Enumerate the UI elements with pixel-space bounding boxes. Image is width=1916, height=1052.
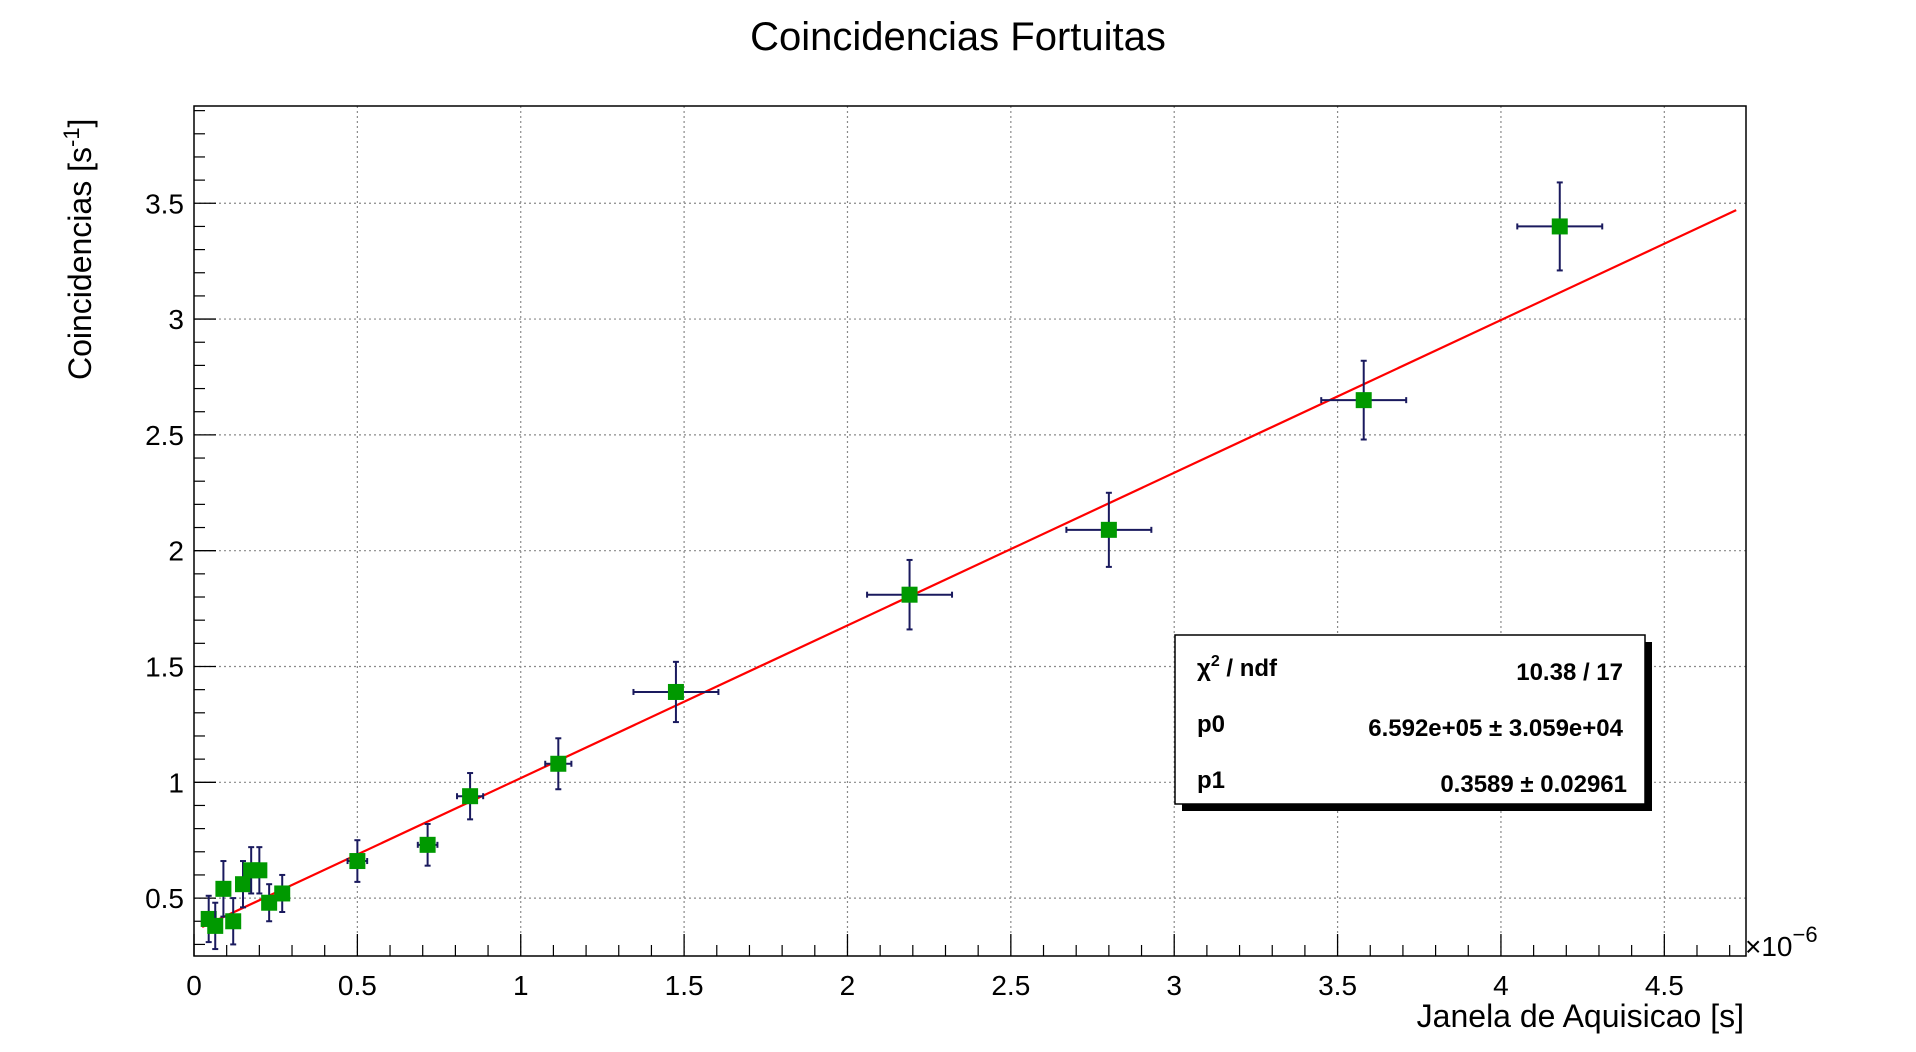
x-tick-label: 0 — [186, 970, 202, 1001]
point-marker — [1551, 218, 1568, 235]
point-marker — [462, 788, 479, 805]
y-axis-title: Coincidencias [s-1] — [59, 119, 98, 380]
stats-p0-label: p0 — [1197, 711, 1225, 738]
svg-text:×10−6: ×10−6 — [1745, 922, 1818, 962]
grid — [194, 106, 1746, 956]
fit-line-group — [201, 209, 1737, 928]
axis-ticks — [193, 110, 1731, 956]
point-marker — [251, 862, 268, 879]
point-marker — [901, 586, 918, 603]
x-tick-label: 2 — [840, 970, 856, 1001]
stats-chi2-label: χ2 / ndf — [1197, 653, 1278, 682]
x-exponent-power: −6 — [1793, 922, 1818, 947]
x-tick-label: 1 — [513, 970, 529, 1001]
data-point — [215, 860, 232, 918]
x-exponent-base: ×10 — [1745, 931, 1793, 962]
y-tick-label: 3.5 — [145, 188, 184, 219]
data-point — [207, 901, 224, 951]
data-point — [632, 660, 720, 724]
x-tick-labels: 0 0.5 1 1.5 2 2.5 3 3.5 4 4.5 — [186, 970, 1684, 1001]
y-axis-title-main: Coincidencias [s — [62, 147, 98, 380]
y-tick-label: 1.5 — [145, 651, 184, 682]
x-axis-title: Janela de Aquisicao [s] — [1417, 998, 1744, 1034]
x-tick-label: 4 — [1493, 970, 1509, 1001]
x-tick-label: 0.5 — [338, 970, 377, 1001]
y-tick-labels: 0.5 1 1.5 2 2.5 3 3.5 — [145, 188, 184, 914]
point-marker — [419, 836, 436, 853]
point-marker — [261, 894, 278, 911]
data-point — [251, 846, 268, 895]
x-tick-label: 3.5 — [1318, 970, 1357, 1001]
stats-p0-value: 6.592e+05 ± 3.059e+04 — [1368, 715, 1623, 742]
y-axis-title-sup: -1 — [59, 127, 84, 147]
data-point — [544, 737, 573, 791]
stats-box-panel — [1174, 634, 1646, 805]
y-tick-label: 3 — [168, 304, 184, 335]
x-tick-label: 1.5 — [665, 970, 704, 1001]
point-marker — [1355, 392, 1372, 409]
data-point — [235, 860, 252, 909]
point-marker — [274, 885, 291, 902]
stats-p1-label: p1 — [1197, 767, 1225, 794]
x-tick-label: 3 — [1166, 970, 1182, 1001]
data-point — [346, 839, 369, 883]
x-tick-label: 2.5 — [991, 970, 1030, 1001]
stats-chi2-value: 10.38 / 17 — [1516, 659, 1623, 686]
stats-box: χ2 / ndf 10.38 / 17 p0 6.592e+05 ± 3.059… — [1174, 634, 1652, 811]
chart-title: Coincidencias Fortuitas — [750, 15, 1166, 59]
x-exponent: ×10−6 — [1745, 922, 1818, 962]
y-tick-label: 2 — [168, 536, 184, 567]
data-point — [866, 558, 954, 631]
fit-line — [201, 209, 1737, 928]
data-point — [1320, 359, 1408, 441]
point-marker — [215, 880, 232, 897]
y-tick-label: 2.5 — [145, 420, 184, 451]
y-tick-label: 1 — [168, 767, 184, 798]
point-marker — [1100, 521, 1117, 538]
stats-p1-value: 0.3589 ± 0.02961 — [1440, 771, 1627, 798]
data-point — [1516, 181, 1604, 272]
data-points — [200, 181, 1604, 951]
y-axis-title-close: ] — [62, 119, 98, 128]
point-marker — [349, 853, 366, 870]
point-marker — [235, 876, 252, 893]
point-marker — [225, 913, 242, 930]
data-point — [416, 822, 439, 867]
point-marker — [207, 917, 224, 934]
svg-text:Coincidencias [s-1]: Coincidencias [s-1] — [59, 119, 98, 380]
data-point — [261, 883, 278, 923]
plot-frame — [193, 105, 1747, 957]
point-marker — [550, 755, 567, 772]
data-point — [456, 772, 485, 821]
y-tick-label: 0.5 — [145, 883, 184, 914]
data-point — [225, 897, 242, 946]
point-marker — [667, 683, 684, 700]
data-point — [274, 873, 291, 913]
data-point — [1065, 491, 1153, 568]
x-tick-label: 4.5 — [1645, 970, 1684, 1001]
